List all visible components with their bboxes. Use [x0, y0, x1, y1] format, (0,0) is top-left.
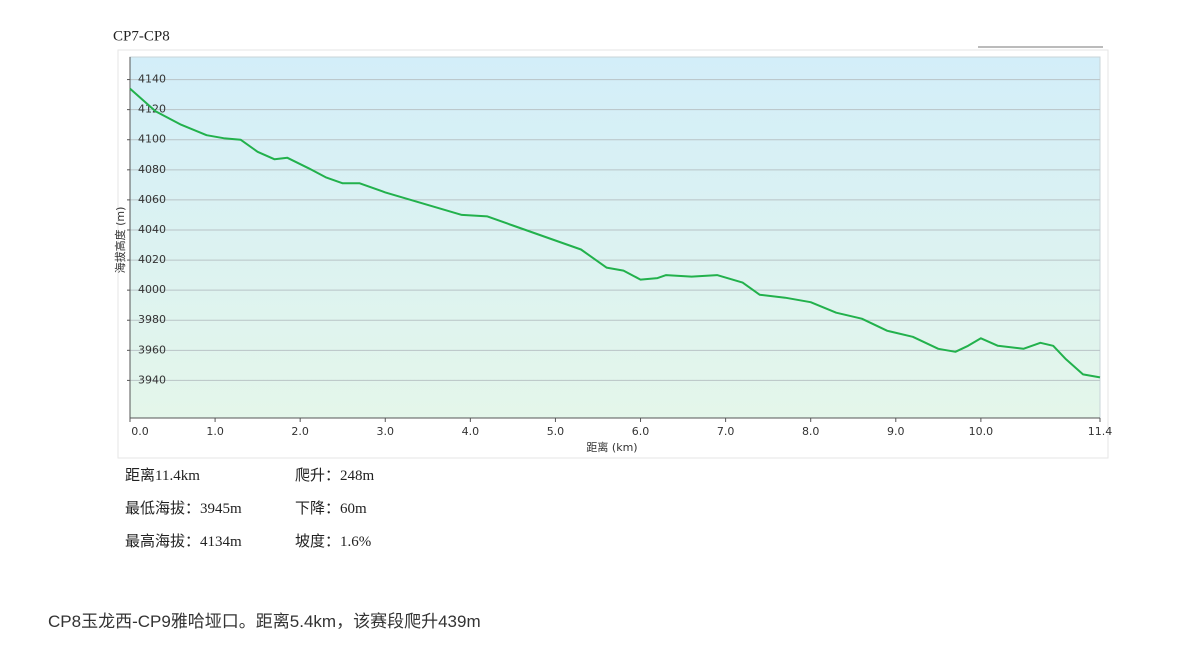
- y-tick-label: 4040: [138, 223, 166, 236]
- x-tick-label: 5.0: [547, 425, 565, 438]
- stat: 坡度：1.6%: [295, 534, 372, 550]
- y-tick-label: 4060: [138, 193, 166, 206]
- chart-title: CP7-CP8: [113, 28, 170, 44]
- x-tick-label: 7.0: [717, 425, 735, 438]
- x-tick-label: 0.0: [131, 425, 149, 438]
- x-tick-label: 11.4: [1088, 425, 1113, 438]
- stats: 距离11.4km 爬升：248m 最低海拔：3945m 下降：60m 最高海拔：4134…: [125, 458, 374, 557]
- stat: 爬升：248m: [295, 468, 375, 484]
- x-tick-label: 9.0: [887, 425, 905, 438]
- stats-row: 距离11.4km 爬升：248m: [125, 458, 374, 491]
- stats-row: 最高海拔：4134m 坡度：1.6%: [125, 524, 374, 557]
- x-tick-label: 6.0: [632, 425, 650, 438]
- x-tick-label: 4.0: [462, 425, 480, 438]
- chart: CP7-CP8 海拔高度 (m) 距离 (km) 3940 3960 3980 400…: [113, 28, 1113, 459]
- y-tick-label: 4020: [138, 253, 166, 266]
- stat: 最低海拔：3945m: [125, 501, 242, 517]
- y-tick-label: 3960: [138, 343, 166, 356]
- x-tick-label: 2.0: [291, 425, 309, 438]
- y-tick-label: 4140: [138, 73, 166, 86]
- x-axis-label: 距离 (km): [586, 440, 637, 454]
- stat: 距离11.4km: [125, 468, 200, 484]
- x-tick-label: 1.0: [206, 425, 224, 438]
- y-tick-label: 4100: [138, 133, 166, 146]
- y-tick-label: 3940: [138, 373, 166, 386]
- plot-area: [129, 56, 1101, 419]
- y-tick-label: 4080: [138, 163, 166, 176]
- y-axis-label: 海拔高度 (m): [113, 207, 127, 274]
- stat: 下降：60m: [295, 501, 367, 517]
- footer-text: CP8玉龙西-CP9雅哈垭口。距离5.4km，该赛段爬升439m: [48, 612, 481, 631]
- stat: 最高海拔：4134m: [125, 534, 242, 550]
- x-tick-label: 10.0: [969, 425, 994, 438]
- stats-row: 最低海拔：3945m 下降：60m: [125, 491, 374, 524]
- x-tick-label: 8.0: [802, 425, 820, 438]
- y-tick-label: 3980: [138, 313, 166, 326]
- x-tick-label: 3.0: [377, 425, 395, 438]
- elevation-line: [129, 87, 1101, 379]
- y-tick-label: 4000: [138, 283, 166, 296]
